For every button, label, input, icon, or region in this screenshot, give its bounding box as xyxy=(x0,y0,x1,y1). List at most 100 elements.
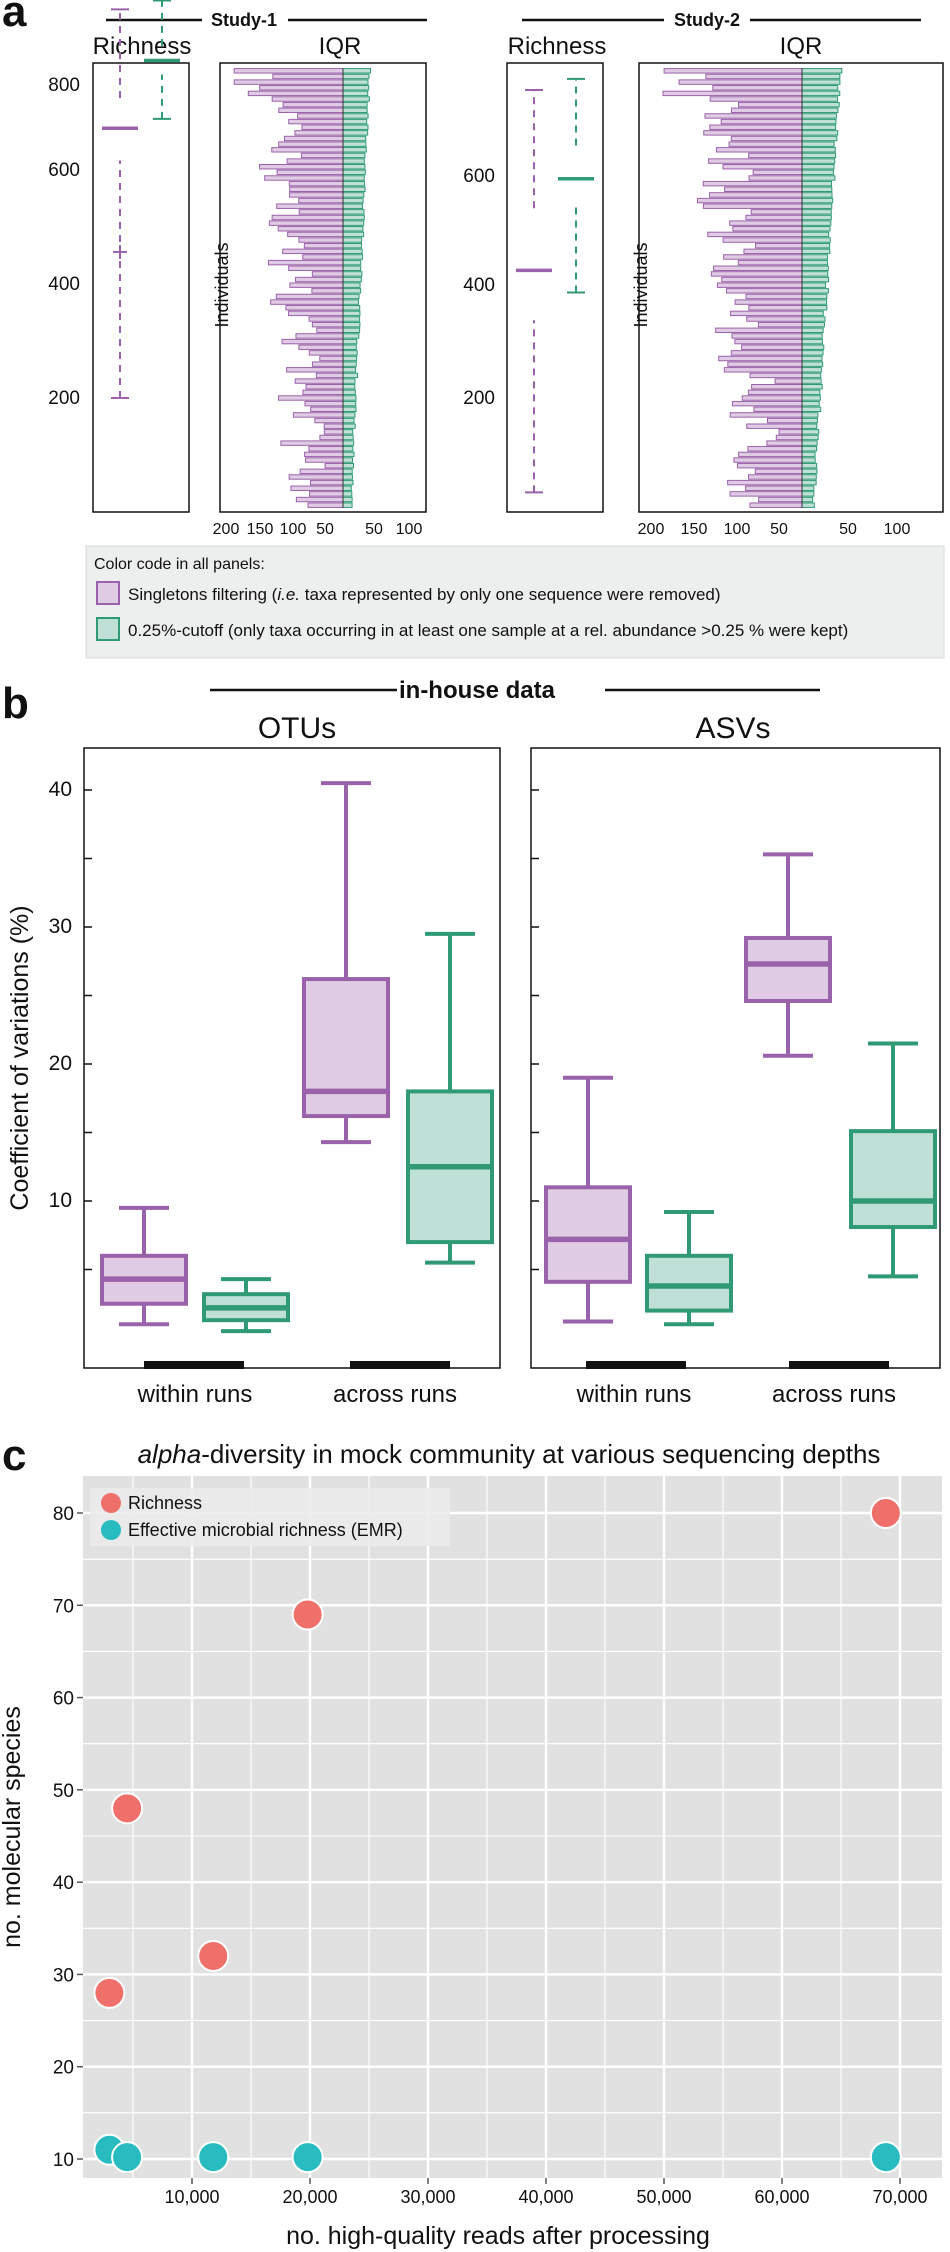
iqr-bar-cutoff xyxy=(342,203,364,209)
iqr-bar-cutoff xyxy=(801,327,824,334)
iqr-bar-cutoff xyxy=(342,107,368,114)
study2-iqr-tick: 200 xyxy=(638,521,665,538)
iqr-bar-cutoff xyxy=(801,163,835,170)
b-ytick-30: 30 xyxy=(49,915,72,938)
scatter-legend-background xyxy=(90,1488,450,1546)
iqr-bar-singletons xyxy=(709,192,803,198)
study1-ytick-400: 400 xyxy=(48,274,80,295)
iqr-bar-cutoff xyxy=(801,321,825,328)
iqr-bar-cutoff xyxy=(801,310,824,317)
iqr-bar-singletons xyxy=(747,389,803,396)
iqr-bar-singletons xyxy=(748,474,803,480)
iqr-bar-cutoff xyxy=(801,502,815,508)
iqr-bar-singletons xyxy=(264,175,344,181)
iqr-bar-cutoff xyxy=(801,491,815,497)
y-tick-label: 40 xyxy=(53,1873,74,1894)
iqr-bar-singletons xyxy=(303,242,344,249)
x-tick-label: 40,000 xyxy=(518,2187,573,2207)
study2-richness-boxplots xyxy=(516,77,594,494)
iqr-bar-cutoff xyxy=(342,344,357,350)
iqr-bar-cutoff xyxy=(801,169,835,176)
study1-iqr-tick: 150 xyxy=(247,521,274,538)
cutoff-across-box xyxy=(849,1129,937,1230)
asvs-within-category-bar xyxy=(586,1361,686,1369)
iqr-bar-singletons xyxy=(295,333,344,339)
iqr-bar-cutoff xyxy=(342,169,366,176)
emr-point xyxy=(869,2141,902,2174)
legend-label-richness: Richness xyxy=(128,1493,202,1513)
iqr-bar-singletons xyxy=(315,372,344,379)
iqr-bar-cutoff xyxy=(342,378,356,384)
iqr-bar-singletons xyxy=(292,412,344,418)
study2-richness-frame xyxy=(506,62,604,513)
iqr-bar-cutoff xyxy=(801,299,828,305)
iqr-bar-cutoff xyxy=(342,242,363,249)
iqr-bar-cutoff xyxy=(801,350,824,356)
iqr-bar-cutoff xyxy=(342,85,370,91)
iqr-bar-singletons xyxy=(278,141,344,147)
iqr-bar-cutoff xyxy=(801,462,818,469)
iqr-bar-singletons xyxy=(745,485,803,491)
scatter-ylabel: no. molecular species xyxy=(0,1706,26,1948)
iqr-bar-singletons xyxy=(323,423,344,429)
iqr-bar-cutoff xyxy=(342,209,365,215)
scatter-xlabel: no. high-quality reads after processing xyxy=(286,2222,710,2250)
iqr-bar-cutoff xyxy=(342,197,364,204)
iqr-bar-cutoff xyxy=(342,305,361,311)
iqr-bar-singletons xyxy=(746,423,803,429)
iqr-bar-cutoff xyxy=(342,130,369,136)
iqr-bar-singletons xyxy=(298,209,344,215)
iqr-bar-singletons xyxy=(753,406,803,413)
asvs-xlabel-within: within runs xyxy=(576,1381,692,1408)
iqr-bar-singletons xyxy=(286,158,344,164)
x-tick-label: 10,000 xyxy=(164,2187,219,2207)
iqr-bar-singletons xyxy=(723,367,803,373)
iqr-bar-cutoff xyxy=(342,389,356,396)
otus-xlabel-within: within runs xyxy=(137,1381,253,1408)
iqr-bar-cutoff xyxy=(801,316,826,322)
iqr-bar-cutoff xyxy=(801,451,816,458)
iqr-bar-cutoff xyxy=(801,73,841,80)
study2-ytick-600: 600 xyxy=(463,166,495,187)
iqr-bar-cutoff xyxy=(342,135,367,142)
iqr-bar-cutoff xyxy=(342,321,361,328)
iqr-bar-cutoff xyxy=(342,434,354,441)
iqr-bar-singletons xyxy=(774,378,803,384)
iqr-bar-singletons xyxy=(663,68,803,74)
iqr-bar-cutoff xyxy=(801,457,816,463)
otus-boxplots xyxy=(100,781,494,1334)
iqr-bar-cutoff xyxy=(801,254,829,260)
iqr-bar-cutoff xyxy=(801,293,828,300)
singletons-across-box xyxy=(744,935,832,1003)
iqr-bar-singletons xyxy=(710,271,803,277)
iqr-bar-cutoff xyxy=(342,101,368,108)
iqr-bar-singletons xyxy=(310,479,344,486)
iqr-bar-singletons xyxy=(730,107,803,114)
iqr-bar-singletons xyxy=(309,491,344,497)
iqr-bar-cutoff xyxy=(342,338,358,345)
iqr-bar-singletons xyxy=(282,248,344,255)
study1-richness-frame xyxy=(92,62,190,513)
iqr-bar-singletons xyxy=(738,101,803,108)
iqr-bar-cutoff xyxy=(342,327,361,334)
iqr-bar-cutoff xyxy=(801,406,822,413)
study2-iqr-tick: 150 xyxy=(681,521,708,538)
iqr-bar-singletons xyxy=(754,242,803,249)
iqr-bar-cutoff xyxy=(342,468,353,475)
iqr-bar-cutoff xyxy=(342,457,354,463)
y-tick-label: 20 xyxy=(53,2058,74,2079)
y-tick-label: 60 xyxy=(53,1689,74,1710)
iqr-bar-cutoff xyxy=(342,220,365,226)
otus-within-category-bar xyxy=(144,1361,244,1369)
iqr-bar-singletons xyxy=(758,496,803,503)
iqr-bar-singletons xyxy=(271,214,344,221)
iqr-bar-singletons xyxy=(702,180,803,187)
iqr-bar-cutoff xyxy=(801,135,838,142)
iqr-bar-cutoff xyxy=(801,446,818,452)
study1-ytick-600: 600 xyxy=(48,160,80,181)
study1-ytick-800: 800 xyxy=(48,75,80,96)
iqr-bar-singletons xyxy=(295,496,344,503)
iqr-bar-cutoff xyxy=(801,412,819,418)
iqr-bar-cutoff xyxy=(342,265,362,271)
iqr-bar-singletons xyxy=(757,321,803,328)
